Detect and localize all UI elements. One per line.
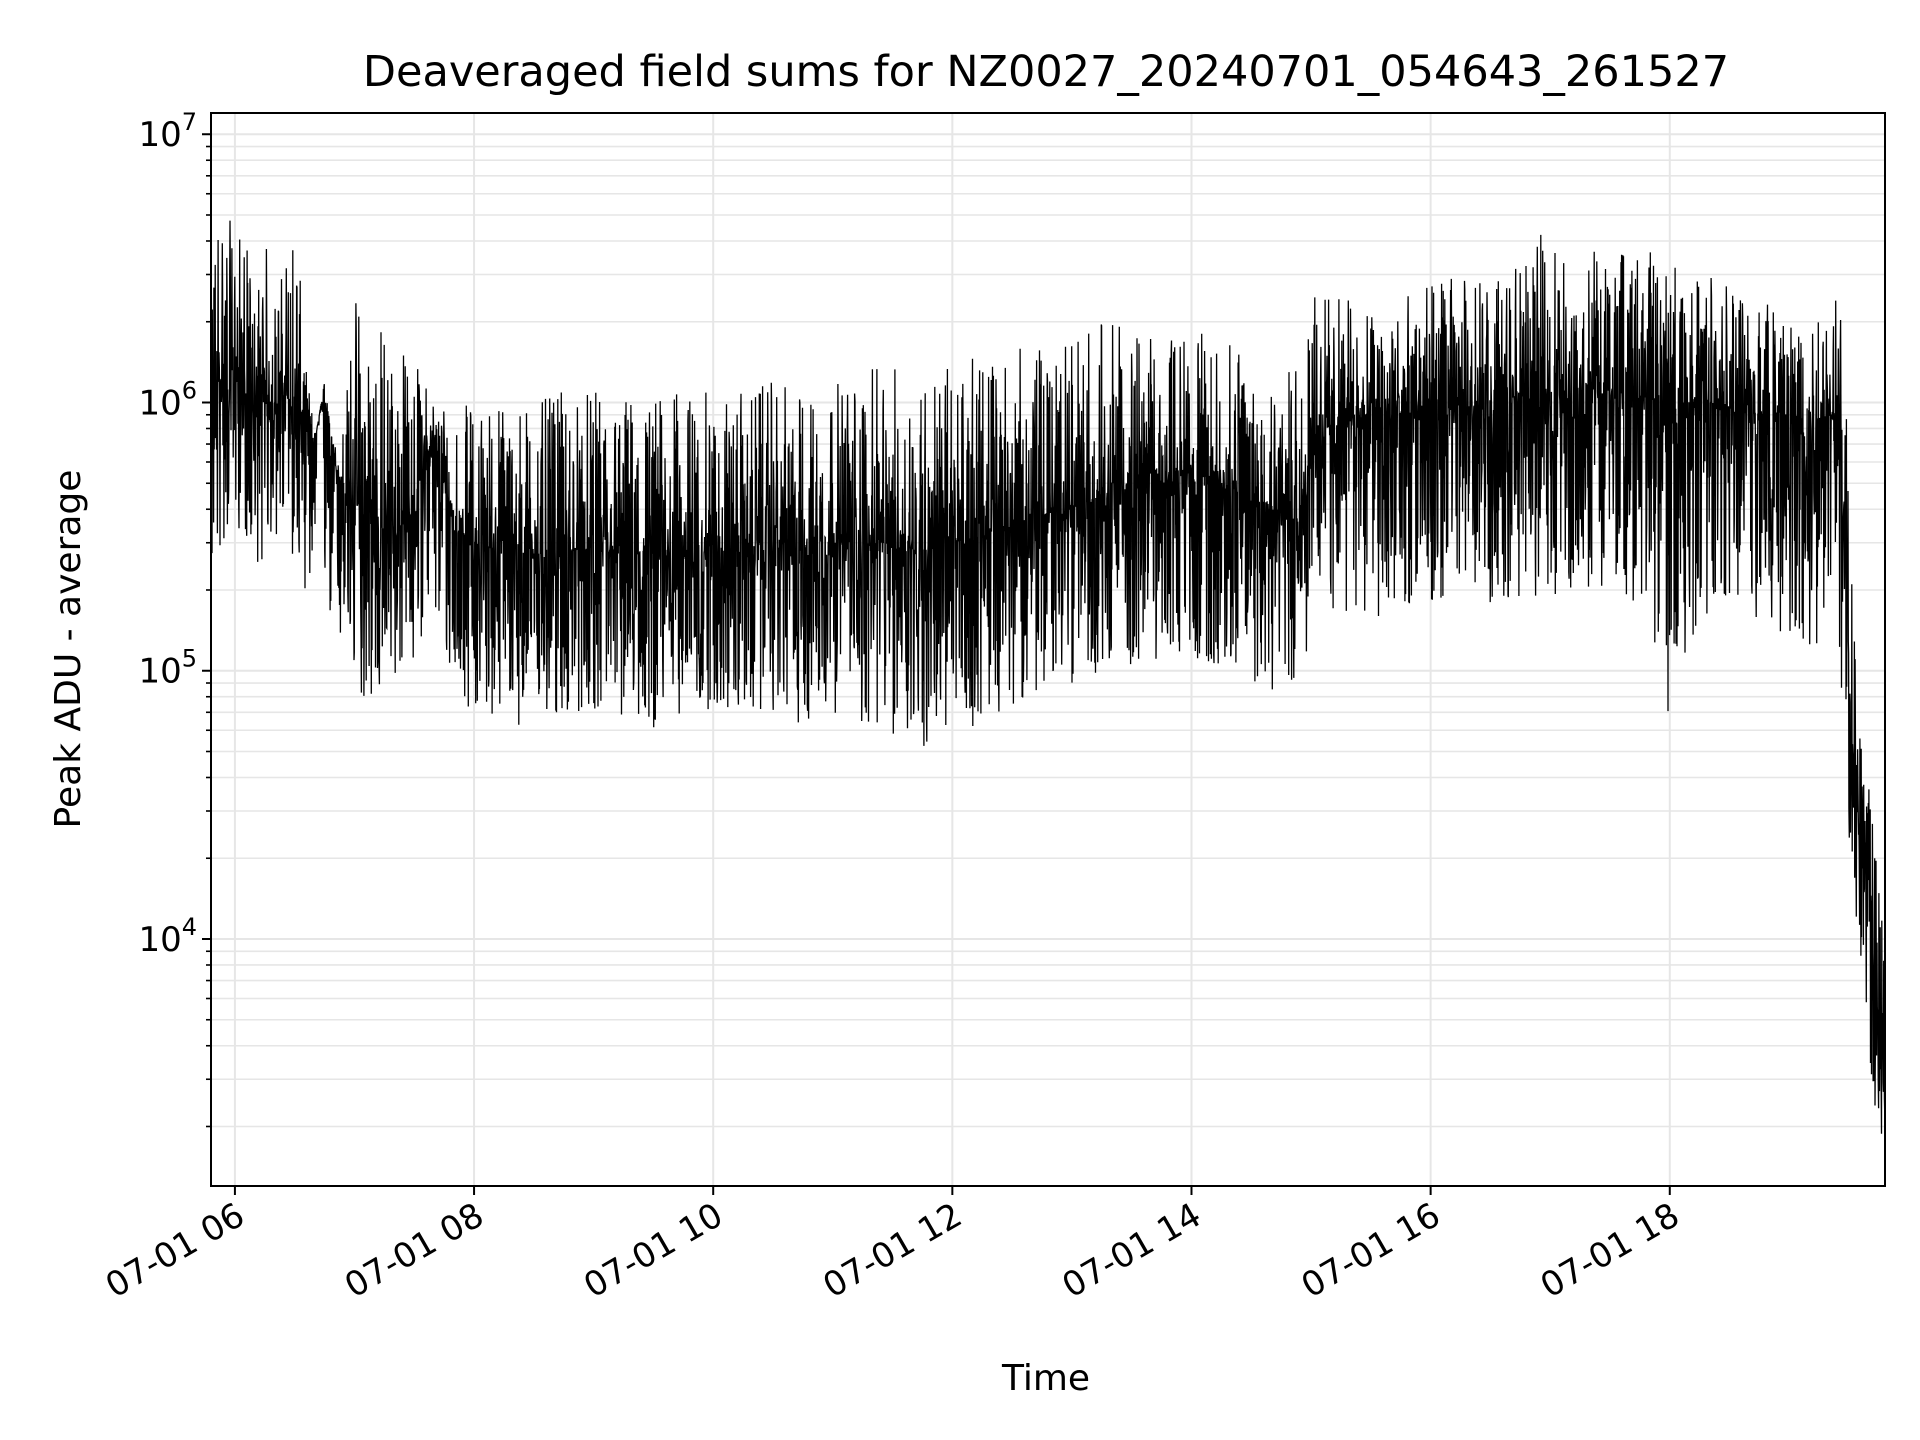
series-line bbox=[210, 220, 1886, 1134]
x-tick-label: 07-01 08 bbox=[338, 1195, 490, 1306]
plot-frame bbox=[210, 112, 1886, 1187]
y-tick-label: 104 bbox=[138, 913, 197, 960]
y-tick-label: 105 bbox=[138, 645, 197, 692]
grid bbox=[211, 113, 1885, 1186]
x-tick-label: 07-01 18 bbox=[1534, 1195, 1686, 1306]
y-tick-label: 107 bbox=[138, 108, 197, 155]
data-series bbox=[210, 220, 1886, 1134]
x-tick-label: 07-01 06 bbox=[99, 1195, 251, 1306]
chart-title: Deaveraged field sums for NZ0027_2024070… bbox=[363, 47, 1729, 97]
x-tick-label: 07-01 10 bbox=[577, 1195, 729, 1306]
x-axis: 07-01 06 07-01 08 07-01 10 07-01 12 07-01 14… bbox=[99, 1186, 1686, 1306]
x-tick-label: 07-01 16 bbox=[1295, 1195, 1447, 1306]
x-tick-label: 07-01 12 bbox=[816, 1195, 968, 1306]
y-tick-label: 106 bbox=[138, 376, 197, 423]
y-axis: 104 105 106 107 bbox=[138, 108, 211, 1128]
x-axis-label: Time bbox=[1001, 1358, 1090, 1399]
y-axis-label: Peak ADU - average bbox=[48, 470, 89, 829]
x-tick-label: 07-01 14 bbox=[1056, 1195, 1208, 1306]
